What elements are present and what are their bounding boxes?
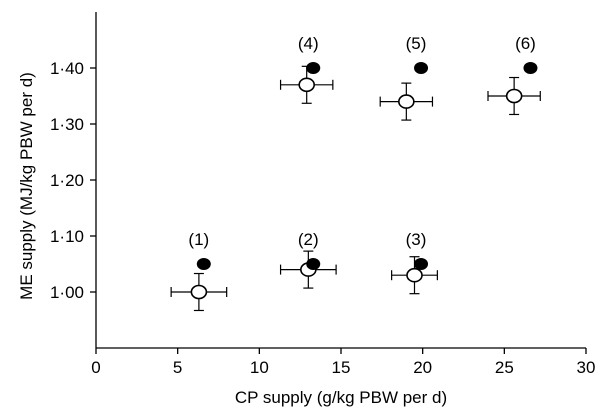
x-ticks: 0 5 10 15 20 25 30	[91, 348, 595, 377]
group-label: (2)	[298, 230, 319, 249]
y-tick-label: 1·40	[50, 59, 84, 78]
axes	[95, 12, 586, 349]
x-tick-label: 5	[173, 358, 182, 377]
y-ticks: 1·00 1·10 1·20 1·30 1·40	[50, 59, 96, 302]
group-label: (3)	[406, 230, 427, 249]
open-circle-point	[406, 267, 423, 283]
group-label: (4)	[298, 34, 319, 53]
y-axis-title: ME supply (MJ/kg PBW per d)	[17, 72, 36, 300]
open-circle-point	[298, 77, 316, 93]
open-circle-point	[505, 88, 523, 104]
x-tick-label: 10	[250, 358, 269, 377]
group-label: (6)	[515, 34, 536, 53]
x-tick-label: 0	[91, 358, 100, 377]
open-circle-point	[190, 284, 208, 300]
y-tick-label: 1·00	[50, 283, 84, 302]
x-axis-title: CP supply (g/kg PBW per d)	[235, 388, 447, 407]
group-label: (5)	[406, 34, 427, 53]
x-tick-label: 30	[577, 358, 596, 377]
x-tick-label: 15	[332, 358, 351, 377]
filled-circle-point	[306, 258, 321, 270]
filled-circle-point	[414, 62, 429, 74]
error-bars	[170, 65, 541, 312]
y-tick-label: 1·10	[50, 227, 84, 246]
open-circle-point	[398, 94, 415, 109]
group-label: (1)	[188, 230, 209, 249]
filled-points	[196, 62, 538, 270]
filled-circle-point	[306, 62, 321, 74]
x-tick-label: 20	[413, 358, 432, 377]
filled-circle-point	[196, 258, 211, 270]
y-tick-label: 1·30	[50, 115, 84, 134]
filled-circle-point	[414, 258, 429, 270]
x-tick-label: 25	[495, 358, 514, 377]
point-labels: (1) (2) (3) (4) (5) (6)	[188, 34, 535, 249]
y-tick-label: 1·20	[50, 171, 84, 190]
open-points	[190, 77, 523, 300]
filled-circle-point	[523, 62, 538, 74]
